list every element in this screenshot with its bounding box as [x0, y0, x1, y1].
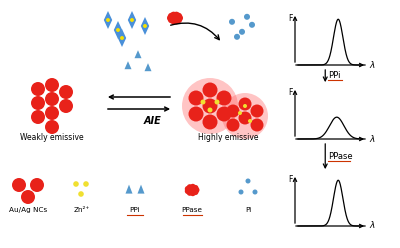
Polygon shape [249, 22, 255, 30]
Circle shape [202, 83, 218, 97]
Ellipse shape [182, 78, 238, 134]
Circle shape [30, 178, 44, 192]
Circle shape [226, 119, 240, 131]
Circle shape [12, 178, 26, 192]
Polygon shape [104, 11, 112, 29]
Circle shape [31, 110, 45, 124]
Polygon shape [239, 29, 245, 37]
Circle shape [21, 190, 35, 204]
Circle shape [176, 14, 183, 22]
Circle shape [78, 191, 84, 197]
Circle shape [216, 106, 232, 122]
Circle shape [31, 96, 45, 110]
Circle shape [192, 189, 198, 195]
Circle shape [238, 97, 252, 111]
Polygon shape [126, 185, 132, 194]
Text: Pi: Pi [245, 207, 251, 213]
Polygon shape [252, 189, 258, 196]
Text: Au/Ag NCs: Au/Ag NCs [9, 207, 47, 213]
Polygon shape [141, 17, 149, 35]
Polygon shape [134, 50, 142, 58]
Circle shape [168, 13, 175, 20]
Circle shape [175, 16, 182, 23]
Circle shape [187, 190, 193, 196]
Circle shape [120, 36, 124, 40]
Circle shape [188, 106, 204, 122]
Circle shape [167, 14, 174, 22]
Polygon shape [244, 14, 250, 22]
Text: PPi: PPi [130, 207, 140, 213]
Text: λ: λ [369, 61, 374, 69]
Circle shape [31, 82, 45, 96]
Circle shape [175, 13, 182, 20]
Circle shape [202, 115, 218, 129]
Circle shape [45, 106, 59, 120]
Circle shape [173, 17, 180, 24]
Circle shape [214, 99, 220, 104]
Polygon shape [124, 61, 132, 69]
Circle shape [106, 18, 110, 22]
Circle shape [250, 104, 264, 118]
Circle shape [116, 28, 120, 32]
Circle shape [83, 181, 89, 187]
Circle shape [192, 185, 198, 191]
Polygon shape [144, 63, 152, 71]
Circle shape [185, 186, 191, 192]
Polygon shape [118, 29, 126, 47]
Circle shape [45, 92, 59, 106]
Polygon shape [128, 11, 136, 29]
Text: PPase: PPase [182, 207, 202, 213]
Circle shape [200, 99, 206, 104]
Circle shape [190, 184, 196, 190]
Circle shape [143, 24, 147, 28]
Text: λ: λ [369, 134, 374, 144]
Polygon shape [246, 179, 250, 186]
FancyArrowPatch shape [171, 23, 219, 40]
Circle shape [45, 120, 59, 134]
Circle shape [208, 107, 212, 113]
Circle shape [59, 99, 73, 113]
Circle shape [238, 112, 252, 124]
Polygon shape [114, 21, 122, 39]
Circle shape [248, 119, 252, 123]
Polygon shape [229, 19, 235, 27]
Circle shape [73, 181, 79, 187]
Circle shape [172, 15, 178, 21]
Circle shape [188, 91, 204, 105]
Circle shape [173, 12, 180, 19]
Circle shape [238, 111, 242, 115]
Text: PPase: PPase [328, 152, 353, 161]
Circle shape [216, 91, 232, 105]
Polygon shape [138, 185, 144, 194]
Circle shape [243, 104, 247, 108]
Circle shape [170, 17, 177, 24]
Circle shape [194, 187, 200, 193]
Text: Zn²⁺: Zn²⁺ [74, 207, 90, 213]
Circle shape [226, 104, 240, 118]
Circle shape [250, 119, 264, 131]
Circle shape [185, 188, 191, 194]
Circle shape [188, 186, 196, 193]
Ellipse shape [222, 93, 268, 139]
Circle shape [190, 190, 196, 196]
Polygon shape [234, 34, 240, 42]
Text: F: F [289, 175, 293, 184]
Polygon shape [238, 189, 244, 196]
Text: Weakly emissive: Weakly emissive [20, 132, 84, 142]
Text: F: F [289, 88, 293, 97]
Circle shape [187, 184, 193, 190]
Text: Highly emissive: Highly emissive [198, 132, 258, 142]
Text: AIE: AIE [144, 116, 162, 126]
Circle shape [168, 16, 175, 23]
Circle shape [202, 98, 218, 114]
Text: F: F [289, 14, 293, 23]
Circle shape [170, 12, 177, 19]
Text: λ: λ [369, 221, 374, 230]
Circle shape [130, 18, 134, 22]
Circle shape [59, 85, 73, 99]
Text: PPi: PPi [328, 71, 341, 81]
Circle shape [45, 78, 59, 92]
